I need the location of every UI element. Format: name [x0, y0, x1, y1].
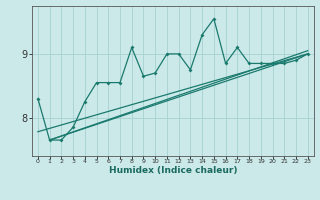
X-axis label: Humidex (Indice chaleur): Humidex (Indice chaleur) [108, 166, 237, 175]
